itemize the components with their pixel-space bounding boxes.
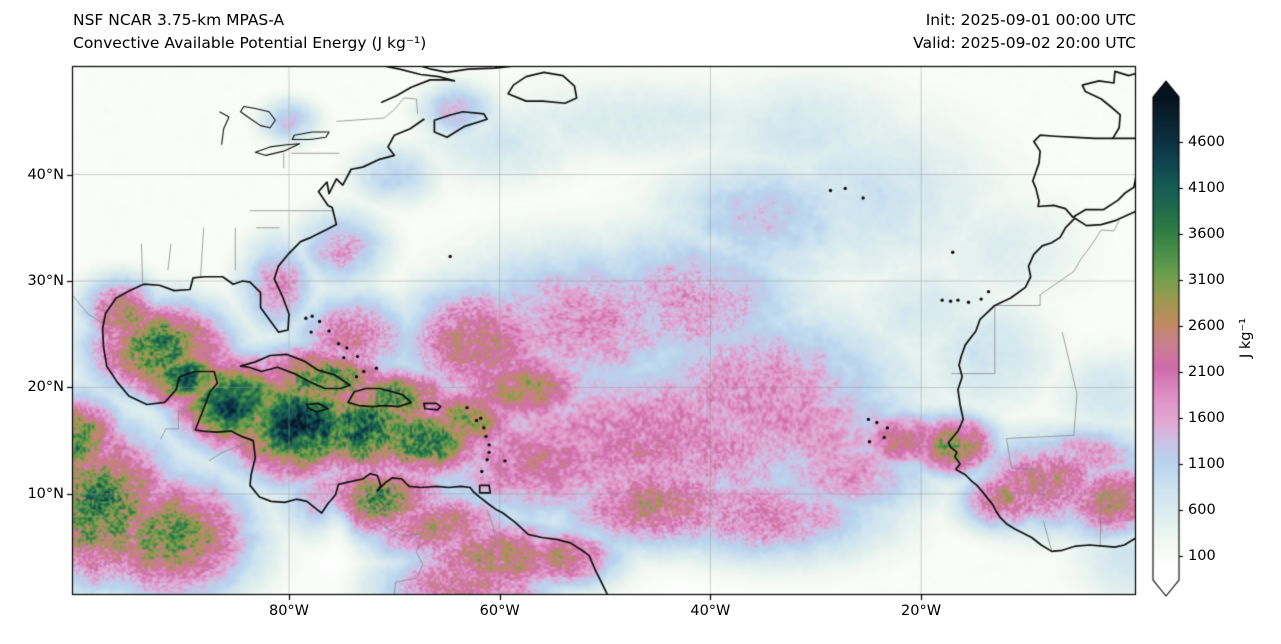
x-tick-label-80°W: 80°W bbox=[268, 603, 310, 619]
colorbar-axis-label: J kg⁻¹ bbox=[1238, 318, 1254, 358]
model-title: NSF NCAR 3.75-km MPAS-A bbox=[73, 11, 285, 29]
x-tick-label-40°W: 40°W bbox=[690, 603, 731, 619]
valid-time-label: Valid: 2025-09-02 20:00 UTC bbox=[913, 34, 1136, 52]
y-tick-label-40°N: 40°N bbox=[27, 166, 64, 183]
variable-title: Convective Available Potential Energy (J… bbox=[73, 34, 427, 52]
colorbar-tick-label-4600: 4600 bbox=[1188, 133, 1225, 150]
colorbar-tick-label-1600: 1600 bbox=[1188, 409, 1225, 426]
colorbar-tick-label-2100: 2100 bbox=[1188, 363, 1225, 380]
colorbar-tick-label-1100: 1100 bbox=[1188, 455, 1225, 472]
colorbar-tick-label-600: 600 bbox=[1188, 501, 1216, 518]
init-time-label: Init: 2025-09-01 00:00 UTC bbox=[925, 11, 1136, 29]
colorbar-tick-label-2600: 2600 bbox=[1188, 317, 1225, 334]
colorbar-tick-label-4100: 4100 bbox=[1188, 179, 1225, 196]
colorbar-tick-label-100: 100 bbox=[1188, 547, 1216, 564]
y-tick-label-20°N: 20°N bbox=[27, 379, 64, 396]
colorbar-tick-label-3600: 3600 bbox=[1188, 225, 1225, 242]
x-tick-label-60°W: 60°W bbox=[479, 603, 520, 619]
y-tick-label-10°N: 10°N bbox=[27, 485, 64, 502]
y-tick-label-30°N: 30°N bbox=[27, 273, 64, 289]
colorbar-tick-label-3100: 3100 bbox=[1188, 271, 1225, 288]
x-tick-label-20°W: 20°W bbox=[901, 603, 942, 619]
